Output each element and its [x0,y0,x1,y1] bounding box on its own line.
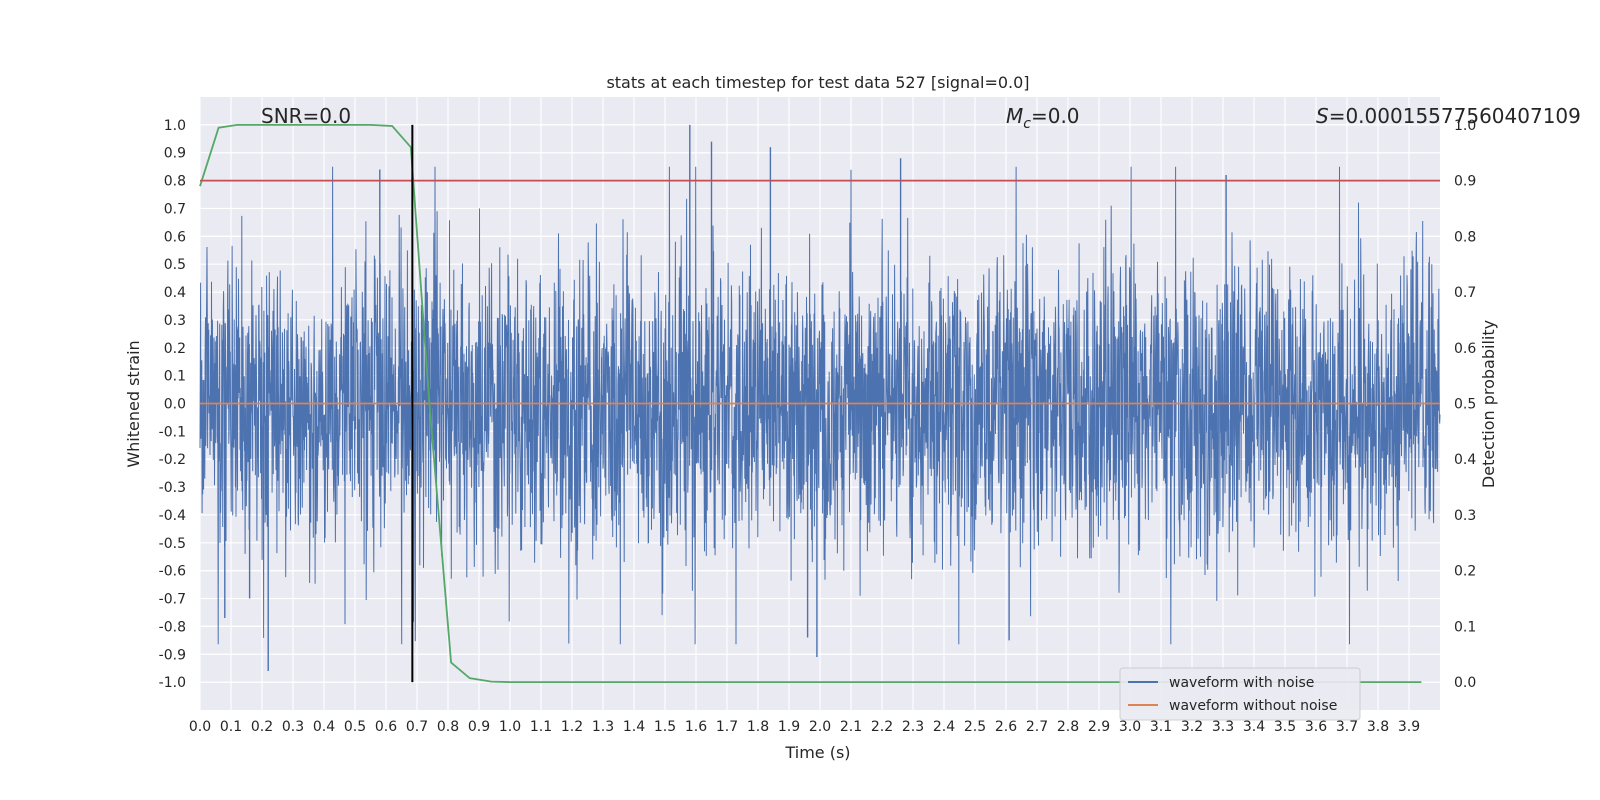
x-tick-label: 2.4 [933,719,955,735]
x-tick-label: 0.2 [251,719,273,735]
y-right-tick-label: 0.9 [1454,174,1476,190]
x-tick-label: 3.5 [1274,719,1296,735]
x-tick-label: 1.5 [654,719,676,735]
x-tick-label: 2.3 [902,719,924,735]
x-tick-label: 0.3 [282,719,304,735]
y-right-tick-labels: 1.0 0.9 0.8 0.7 0.6 0.5 0.4 0.3 0.2 0.1 0.0 [1454,118,1476,691]
y-tick-label: -0.9 [159,647,186,663]
x-tick-label: 3.8 [1367,719,1389,735]
y-right-axis-label: Detection probability [1479,320,1498,488]
s-annotation: S=0.00015577560407109 [1316,104,1581,128]
y-tick-labels: 1.0 0.9 0.8 0.7 0.6 0.5 0.4 0.3 0.2 0.1 0.0 -0.1 -0.… [159,118,186,691]
mc-annotation: Mc=0.0 [1006,104,1080,132]
x-tick-label: 2.0 [809,719,831,735]
y-tick-label: 0.7 [164,201,186,217]
y-tick-label: 0.1 [164,369,186,385]
detection-probability-series [199,124,1422,683]
x-tick-label: 2.1 [840,719,862,735]
y-tick-label: 0.5 [164,257,186,273]
y-right-tick-label: 0.7 [1454,285,1476,301]
x-tick-label: 3.6 [1305,719,1327,735]
x-tick-label: 0.8 [437,719,459,735]
y-tick-label: -0.7 [159,592,186,608]
x-tick-label: 3.0 [1119,719,1141,735]
y-tick-label: 0.9 [164,146,186,162]
y-tick-label: 1.0 [164,118,186,134]
x-tick-label: 1.2 [561,719,583,735]
chart-title: stats at each timestep for test data 527… [606,73,1029,92]
x-axis-label: Time (s) [784,743,850,762]
mc-value: =0.0 [1031,104,1080,128]
x-tick-label: 1.1 [530,719,552,735]
x-tick-label: 2.6 [995,719,1017,735]
x-tick-label: 0.1 [220,719,242,735]
x-tick-labels: 0.0 0.1 0.2 0.3 0.4 0.5 0.6 0.7 0.8 0.9 1.0 1.1 1.2 1… [189,719,1420,735]
y-tick-label: 0.8 [164,174,186,190]
legend-label-clean: waveform without noise [1169,698,1337,714]
y-tick-label: -0.8 [159,619,186,635]
waveform-with-noise-series [199,124,1441,671]
x-tick-label: 3.7 [1336,719,1358,735]
y-right-tick-label: 0.2 [1454,564,1476,580]
x-tick-label: 0.0 [189,719,211,735]
x-tick-label: 3.9 [1398,719,1420,735]
detection-probability-line [199,124,1422,683]
x-tick-label: 1.8 [747,719,769,735]
mc-subscript: c [1023,116,1031,132]
x-tick-label: 1.4 [623,719,645,735]
x-tick-label: 0.7 [406,719,428,735]
x-tick-label: 3.1 [1150,719,1172,735]
legend-label-noise: waveform with noise [1169,675,1314,691]
x-tick-label: 3.2 [1181,719,1203,735]
y-tick-label: -1.0 [159,675,186,691]
x-tick-label: 1.7 [716,719,738,735]
y-right-tick-label: 0.3 [1454,508,1476,524]
x-tick-label: 3.3 [1212,719,1234,735]
y-tick-label: 0.0 [164,397,186,413]
y-tick-label: 0.2 [164,341,186,357]
x-tick-label: 2.9 [1088,719,1110,735]
y-right-tick-label: 0.1 [1454,619,1476,635]
y-tick-label: 0.6 [164,229,186,245]
y-tick-label: -0.6 [159,564,186,580]
legend-box [1119,667,1361,721]
waveform-with-noise-line [199,166,1441,645]
y-right-tick-label: 0.4 [1454,452,1476,468]
s-value: =0.00015577560407109 [1329,104,1581,128]
x-tick-label: 2.2 [871,719,893,735]
x-tick-label: 2.8 [1057,719,1079,735]
y-right-tick-label: 0.6 [1454,341,1476,357]
x-tick-label: 3.4 [1243,719,1265,735]
x-tick-label: 1.6 [685,719,707,735]
y-tick-label: -0.4 [159,508,186,524]
y-right-tick-label: 0.8 [1454,229,1476,245]
x-tick-label: 1.0 [499,719,521,735]
y-right-tick-label: 0.0 [1454,675,1476,691]
y-tick-label: -0.2 [159,452,186,468]
x-tick-label: 0.5 [344,719,366,735]
legend: waveform with noise waveform without noi… [1119,667,1361,721]
y-tick-label: -0.1 [159,424,186,440]
y-right-tick-label: 0.5 [1454,397,1476,413]
x-tick-label: 2.7 [1026,719,1048,735]
x-tick-label: 1.3 [592,719,614,735]
y-right-tick-label: 1.0 [1454,118,1476,134]
s-symbol: S [1316,104,1329,128]
x-tick-label: 1.9 [778,719,800,735]
x-tick-label: 2.5 [964,719,986,735]
x-tick-label: 0.9 [468,719,490,735]
x-tick-label: 0.6 [375,719,397,735]
y-tick-label: 0.4 [164,285,186,301]
y-tick-label: 0.3 [164,313,186,329]
y-tick-label: -0.3 [159,480,186,496]
y-axis-label: Whitened strain [124,340,143,467]
y-tick-label: -0.5 [159,536,186,552]
snr-annotation: SNR=0.0 [261,104,351,128]
x-tick-label: 0.4 [313,719,335,735]
mc-symbol: M [1006,104,1023,128]
